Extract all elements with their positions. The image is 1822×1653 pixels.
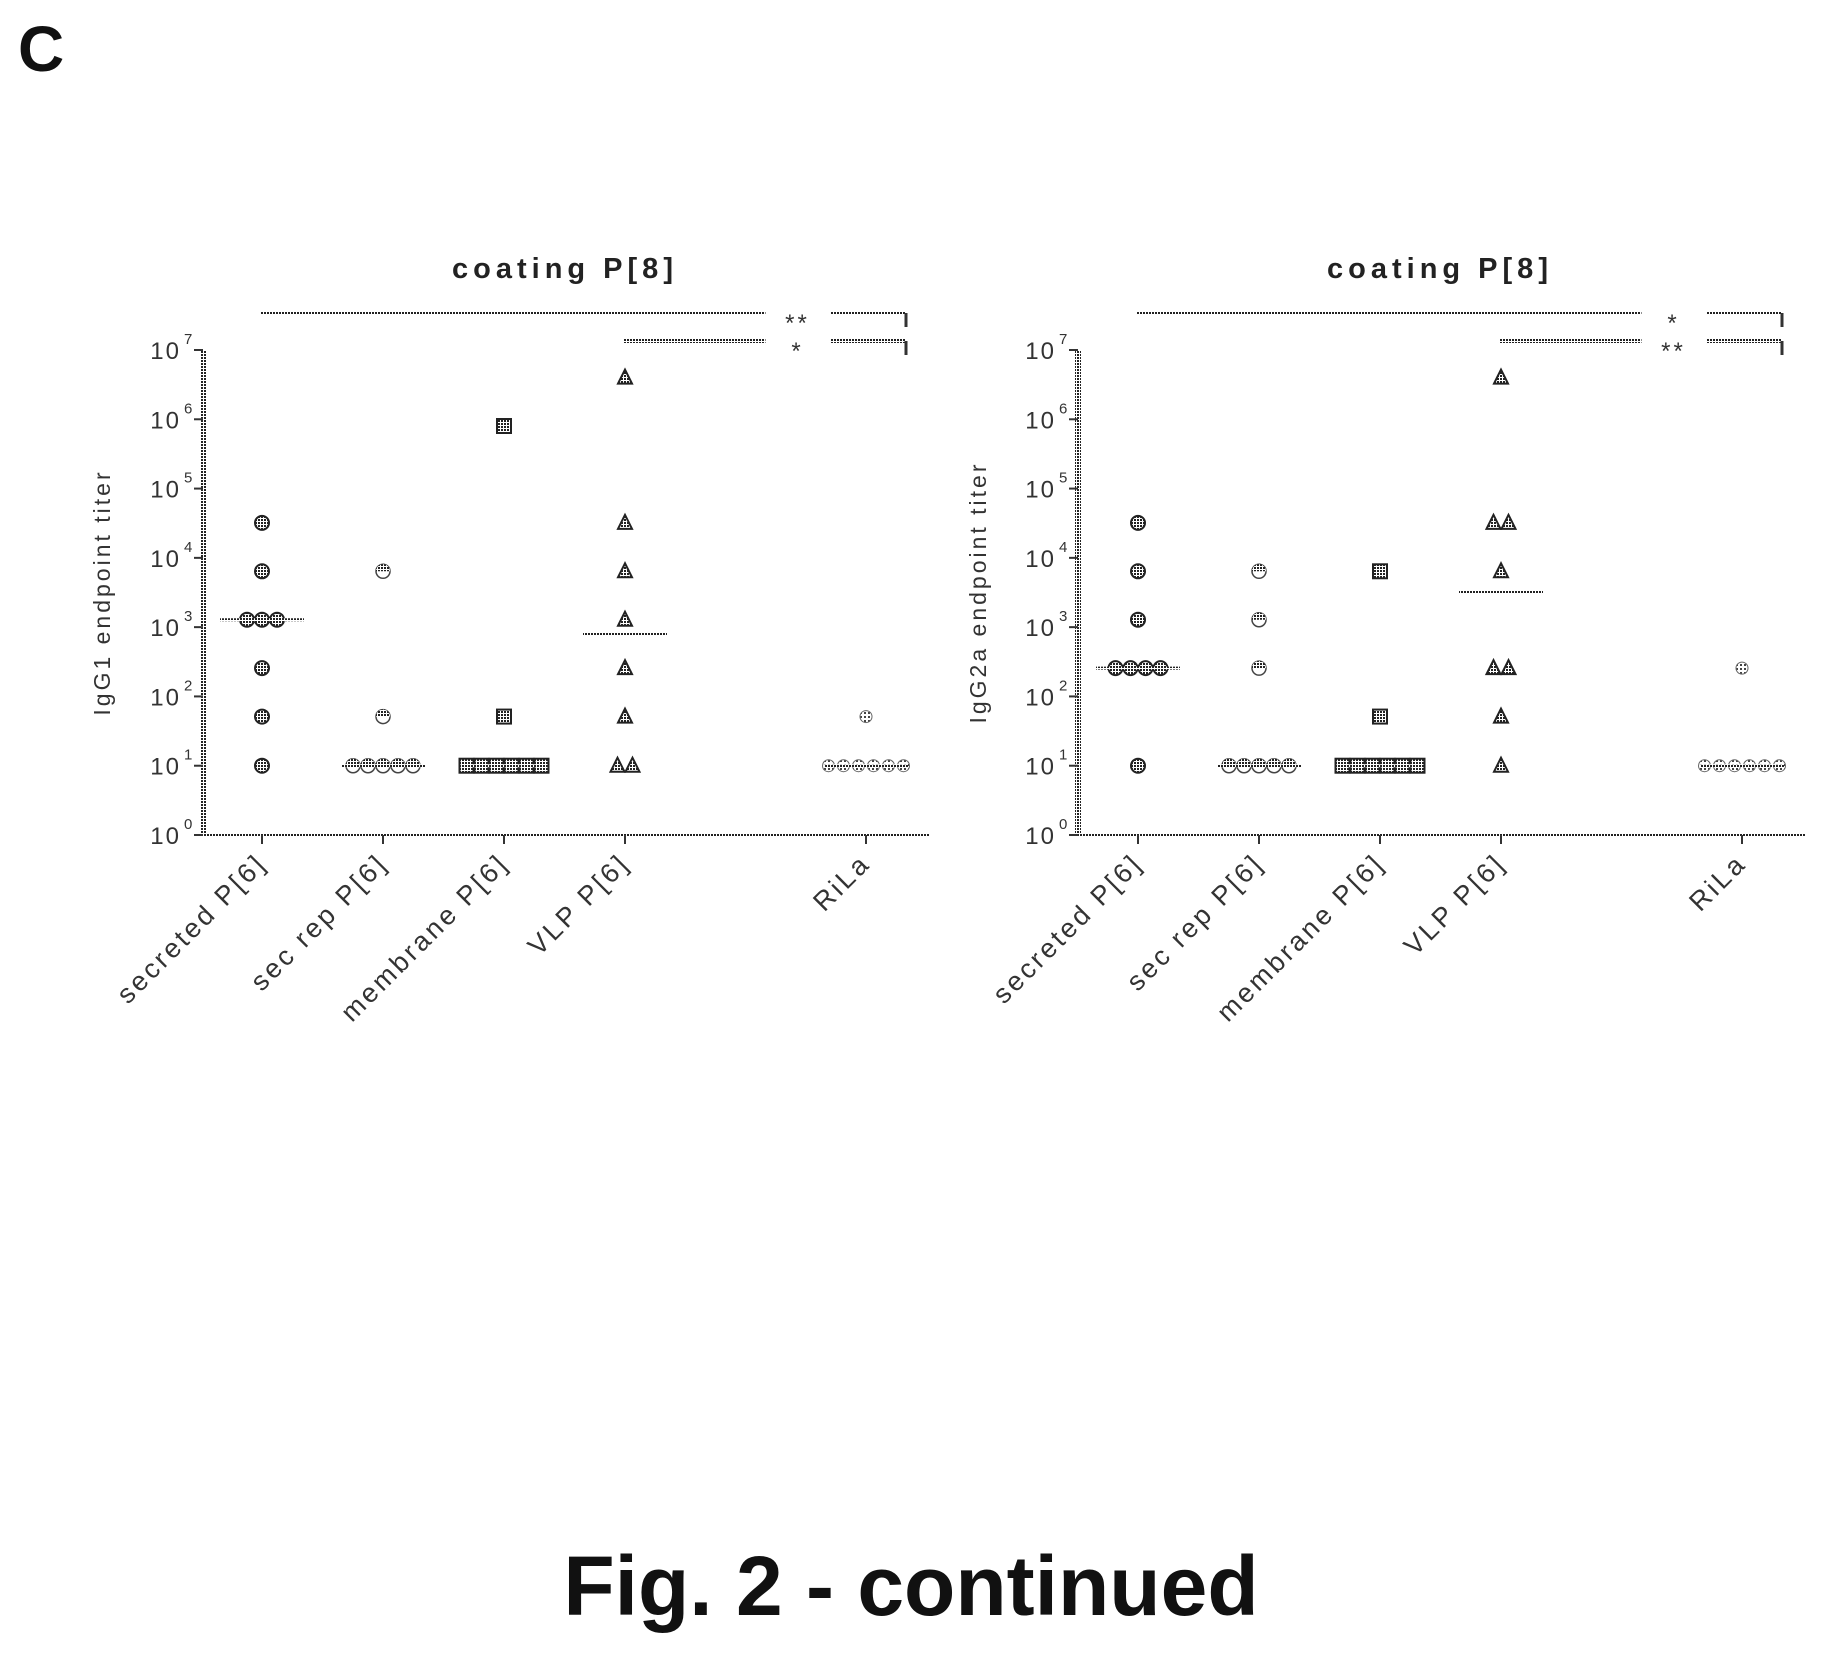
data-point-fill (346, 758, 360, 766)
y-tick-exponent: 3 (184, 608, 192, 625)
y-tick-label: 10 (1025, 754, 1056, 781)
y-tick-exponent: 6 (184, 400, 192, 417)
data-point (616, 367, 634, 385)
data-point-fill (1222, 758, 1236, 766)
y-tick-exponent: 2 (184, 677, 192, 694)
y-tick-exponent: 1 (1059, 747, 1067, 764)
y-tick-label: 10 (1025, 546, 1056, 573)
data-point (616, 609, 634, 627)
data-point-fill (1237, 758, 1251, 766)
y-tick-label: 10 (150, 754, 181, 781)
data-point (1484, 657, 1503, 676)
data-point-fill (1252, 661, 1266, 669)
data-point (1492, 755, 1510, 773)
data-point (616, 706, 634, 724)
y-tick-label: 10 (150, 684, 181, 711)
data-point (1130, 611, 1146, 628)
x-tick-label: VLP P[6] (1398, 848, 1511, 961)
y-tick-exponent: 5 (1059, 470, 1067, 487)
data-point (496, 708, 512, 725)
data-point (1484, 512, 1503, 530)
y-tick-exponent: 6 (1059, 400, 1067, 417)
data-point (254, 757, 270, 774)
data-point (616, 561, 634, 579)
y-tick-label: 10 (150, 338, 181, 365)
y-tick-exponent: 0 (1059, 816, 1067, 833)
significance-label: * (1667, 310, 1679, 337)
data-point (1492, 367, 1510, 385)
x-tick-label: VLP P[6] (522, 848, 635, 961)
y-tick-label: 10 (150, 615, 181, 642)
data-point (1492, 561, 1510, 579)
data-point (254, 660, 270, 677)
data-point (1735, 661, 1749, 675)
y-tick-exponent: 3 (1059, 608, 1067, 625)
y-tick-exponent: 7 (1059, 331, 1067, 348)
data-point (1130, 514, 1146, 531)
data-point-fill (376, 709, 390, 717)
y-tick-exponent: 2 (1059, 677, 1067, 694)
y-tick-exponent: 7 (184, 331, 192, 348)
y-tick-label: 10 (1025, 684, 1056, 711)
data-point-fill (1252, 564, 1266, 572)
y-tick-exponent: 4 (184, 539, 192, 556)
y-axis-label: IgG2a endpoint titer (965, 461, 991, 723)
data-point (1499, 657, 1518, 676)
data-point (1492, 706, 1510, 724)
data-point (608, 755, 627, 773)
x-tick-label: RiLa (1683, 848, 1752, 917)
data-point-fill (376, 564, 390, 572)
y-tick-label: 10 (150, 477, 181, 504)
data-point-fill (376, 758, 390, 766)
data-point-fill (1252, 758, 1266, 766)
data-point (1372, 708, 1388, 725)
y-tick-exponent: 0 (184, 816, 192, 833)
chart-title: coating P[8] (452, 253, 678, 285)
data-point (616, 512, 634, 530)
y-tick-label: 10 (1025, 338, 1056, 365)
y-tick-exponent: 4 (1059, 539, 1067, 556)
y-tick-exponent: 1 (184, 747, 192, 764)
figure-caption: Fig. 2 - continued (563, 1539, 1259, 1633)
y-tick-label: 10 (150, 546, 181, 573)
data-point (254, 514, 270, 531)
chart-title: coating P[8] (1327, 253, 1553, 285)
data-point (623, 755, 642, 773)
significance-label: ** (785, 310, 810, 337)
significance-label: * (791, 338, 803, 365)
y-tick-label: 10 (1025, 477, 1056, 504)
y-tick-label: 10 (150, 823, 181, 850)
data-point-fill (1282, 758, 1296, 766)
x-tick-label: RiLa (807, 848, 876, 917)
data-point (496, 418, 512, 435)
x-tick-label: secreted P[6] (987, 848, 1148, 1009)
data-point (859, 710, 873, 724)
y-axis-label: IgG1 endpoint titer (89, 469, 115, 715)
y-tick-label: 10 (1025, 615, 1056, 642)
data-point (254, 563, 270, 580)
data-point (1130, 757, 1146, 774)
data-point-fill (1267, 758, 1281, 766)
x-tick-label: secreted P[6] (111, 848, 272, 1009)
data-point (1130, 563, 1146, 580)
data-point (254, 708, 270, 725)
data-point-fill (1252, 612, 1266, 620)
data-point (616, 657, 634, 676)
y-tick-exponent: 5 (184, 470, 192, 487)
y-tick-label: 10 (150, 407, 181, 434)
y-tick-label: 10 (1025, 407, 1056, 434)
data-point (1372, 563, 1388, 580)
y-tick-label: 10 (1025, 823, 1056, 850)
panel-label: C (18, 13, 65, 85)
data-point-fill (391, 758, 405, 766)
data-point-fill (361, 758, 375, 766)
significance-label: ** (1661, 338, 1686, 365)
data-point-fill (406, 758, 420, 766)
data-point (1499, 512, 1518, 530)
